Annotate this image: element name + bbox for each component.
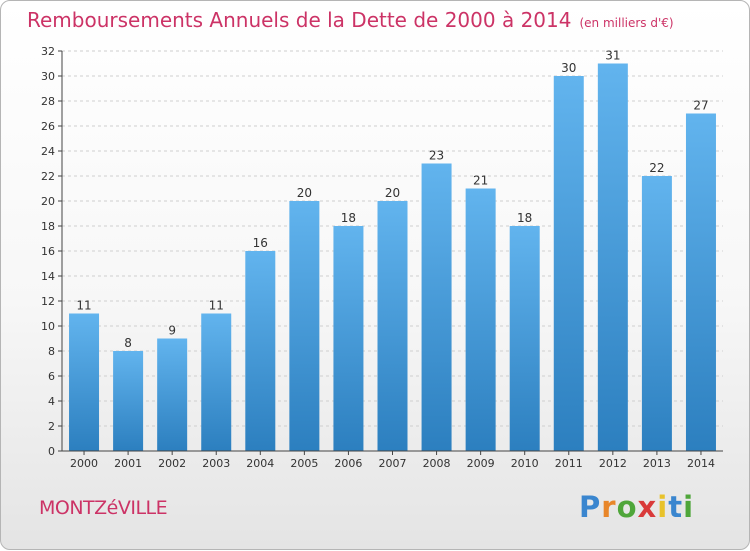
data-label-2003: 11 [209, 299, 224, 313]
bar-2001 [113, 351, 144, 451]
data-label-2014: 27 [693, 99, 708, 113]
data-label-2002: 9 [168, 324, 176, 338]
data-label-2000: 11 [76, 299, 91, 313]
chart-title: Remboursements Annuels de la Dette de 20… [27, 8, 674, 32]
y-tick-label: 18 [41, 220, 55, 233]
proxiti-logo-text: Proxiti [579, 490, 694, 524]
y-tick-label: 4 [48, 395, 55, 408]
data-label-2012: 31 [605, 49, 620, 63]
x-tick-label: 2009 [467, 457, 495, 470]
axes [61, 51, 723, 452]
x-tick-label: 2003 [202, 457, 230, 470]
bar-2014 [685, 113, 716, 451]
bar-2002 [157, 338, 188, 451]
bar-2007 [377, 201, 408, 451]
y-tick-label: 8 [48, 345, 55, 358]
y-tick-label: 26 [41, 120, 55, 133]
x-tick-label: 2013 [643, 457, 671, 470]
bar-2008 [421, 163, 452, 451]
bar-2010 [509, 226, 540, 451]
bar-2009 [465, 188, 496, 451]
chart-title-text: Remboursements Annuels de la Dette de 20… [27, 8, 572, 32]
x-tick-label: 2005 [290, 457, 318, 470]
y-tick-label: 22 [41, 170, 55, 183]
data-label-2013: 22 [649, 161, 664, 175]
data-label-2004: 16 [253, 236, 268, 250]
x-tick-label: 2004 [246, 457, 274, 470]
bar-2006 [333, 226, 364, 451]
data-label-2009: 21 [473, 174, 488, 188]
y-tick-label: 12 [41, 295, 55, 308]
y-tick-label: 6 [48, 370, 55, 383]
bar-2012 [597, 63, 628, 451]
y-tick-label: 30 [41, 70, 55, 83]
data-label-2005: 20 [297, 186, 312, 200]
x-tick-label: 2014 [687, 457, 715, 470]
data-label-2010: 18 [517, 211, 532, 225]
data-label-2006: 18 [341, 211, 356, 225]
y-tick-label: 20 [41, 195, 55, 208]
data-label-2007: 20 [385, 186, 400, 200]
x-tick-label: 2011 [555, 457, 583, 470]
location-name: MONTZéVILLE [39, 497, 168, 519]
x-tick-label: 2002 [158, 457, 186, 470]
y-tick-label: 24 [41, 145, 55, 158]
bar-2013 [641, 176, 672, 451]
y-tick-label: 32 [41, 45, 55, 58]
data-label-2008: 23 [429, 149, 444, 163]
bar-2005 [289, 201, 320, 451]
y-tick-label: 16 [41, 245, 55, 258]
data-label-2011: 30 [561, 61, 576, 75]
x-tick-label: 2006 [334, 457, 362, 470]
y-tick-label: 2 [48, 420, 55, 433]
bars [69, 63, 716, 451]
x-tick-label: 2012 [599, 457, 627, 470]
chart-unit: (en milliers d'€) [579, 16, 674, 30]
bar-2000 [69, 313, 100, 451]
y-tick-label: 0 [48, 445, 55, 458]
x-tick-label: 2008 [423, 457, 451, 470]
data-label-2001: 8 [124, 336, 132, 350]
x-axis-ticks: 2000 2001 2002 2003 2004 2005 2006 2007 2008 2009… [70, 451, 715, 470]
x-tick-label: 2001 [114, 457, 142, 470]
bar-2004 [245, 251, 276, 451]
y-tick-label: 14 [41, 270, 55, 283]
y-tick-label: 28 [41, 95, 55, 108]
data-labels: 11 8 9 11 16 20 18 20 23 21 18 30 31 22 27 [76, 49, 708, 351]
y-tick-label: 10 [41, 320, 55, 333]
x-tick-label: 2000 [70, 457, 98, 470]
bar-2011 [553, 76, 584, 451]
bar-2003 [201, 313, 232, 451]
x-tick-label: 2007 [379, 457, 407, 470]
proxiti-logo: Proxiti [579, 490, 694, 524]
x-tick-label: 2010 [511, 457, 539, 470]
